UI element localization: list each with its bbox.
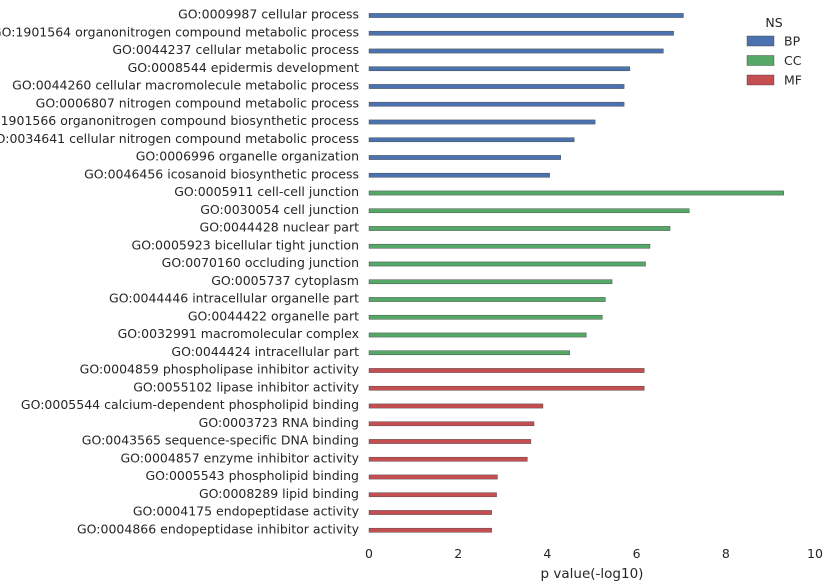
category-label: GO:0006996 organelle organization	[136, 149, 359, 164]
legend-swatch-mf	[746, 74, 775, 86]
bar-bp	[368, 155, 561, 160]
bars-layer	[368, 13, 784, 533]
bar-cc	[368, 314, 603, 320]
category-label: GO:0004866 endopeptidase inhibitor activ…	[77, 521, 360, 536]
category-label: GO:0009987 cellular process	[178, 7, 359, 22]
bar-cc	[368, 297, 606, 302]
bar-bp	[368, 137, 575, 143]
bar-mf	[368, 385, 645, 391]
bar-cc	[368, 226, 671, 231]
category-label: GO:1901564 organonitrogen compound metab…	[0, 24, 359, 39]
category-label: GO:0044428 nuclear part	[200, 220, 360, 235]
category-label: GO:0044260 cellular macromolecule metabo…	[12, 78, 359, 93]
legend-label-bp: BP	[784, 34, 801, 49]
x-tick-label: 4	[543, 546, 551, 561]
category-label: GO:0003723 RNA binding	[199, 415, 359, 430]
bar-mf	[368, 439, 532, 444]
category-label: GO:0044422 organelle part	[188, 308, 359, 323]
legend-label-mf: MF	[784, 73, 802, 88]
category-label: GO:0005737 cytoplasm	[211, 273, 359, 288]
category-label: GO:0004857 enzyme inhibitor activity	[120, 450, 359, 465]
bar-bp	[368, 172, 550, 178]
category-label: GO:0043565 sequence-specific DNA binding	[82, 433, 359, 448]
category-label: GO:0006807 nitrogen compound metabolic p…	[36, 95, 359, 110]
bar-cc	[368, 279, 613, 285]
legend-title: NS	[765, 15, 782, 30]
legend-swatch-cc	[746, 55, 775, 66]
x-tick-label: 2	[454, 546, 462, 561]
bar-bp	[368, 119, 596, 125]
category-label: GO:0046456 icosanoid biosynthetic proces…	[84, 166, 359, 181]
x-tick-label: 6	[633, 546, 641, 561]
category-label: GO:0070160 occluding junction	[162, 255, 359, 270]
category-label: GO:1901566 organonitrogen compound biosy…	[0, 113, 359, 128]
category-label: GO:0044424 intracellular part	[171, 344, 359, 359]
bar-bp	[368, 48, 664, 54]
category-labels: GO:0009987 cellular process GO:1901564 or…	[0, 7, 360, 537]
category-label: GO:0044446 intracellular organelle part	[109, 291, 359, 306]
bar-mf	[368, 421, 535, 427]
x-tick-label: 10	[807, 546, 823, 561]
bar-bp	[368, 101, 625, 107]
category-label: GO:0032991 macromolecular complex	[118, 326, 359, 341]
category-label: GO:0005923 bicellular tight junction	[132, 237, 359, 252]
bar-cc	[368, 243, 651, 249]
category-label: GO:0004175 endopeptidase activity	[133, 504, 360, 519]
category-label: GO:0044237 cellular metabolic process	[112, 42, 359, 57]
x-axis: p value(-log10) 0 2 4 6 8 10	[365, 546, 823, 582]
x-axis-label: p value(-log10)	[541, 566, 644, 582]
legend: NS BP CC MF	[746, 15, 802, 88]
legend-swatch-bp	[746, 35, 775, 47]
bar-bp	[368, 66, 631, 72]
bar-cc	[368, 190, 784, 196]
category-label: GO:0034641 cellular nitrogen compound me…	[0, 131, 359, 146]
legend-label-cc: CC	[784, 53, 802, 68]
bar-cc	[368, 208, 690, 214]
category-label: GO:0004859 phospholipase inhibitor activ…	[80, 362, 360, 377]
bar-mf	[368, 368, 645, 373]
bar-cc	[368, 350, 570, 356]
bar-cc	[368, 332, 587, 338]
x-tick-label: 0	[365, 546, 373, 561]
bar-mf	[368, 527, 492, 533]
bar-mf	[368, 492, 497, 498]
bar-bp	[368, 30, 674, 36]
bar-bp	[368, 13, 684, 18]
bar-mf	[368, 403, 544, 409]
bar-cc	[368, 261, 646, 267]
bar-mf	[368, 510, 492, 515]
category-label: GO:0030054 cell junction	[200, 202, 359, 217]
bar-mf	[368, 474, 498, 480]
category-label: GO:0005911 cell-cell junction	[174, 184, 359, 199]
bar-mf	[368, 456, 528, 462]
category-label: GO:0005544 calcium-dependent phospholipi…	[21, 397, 359, 412]
category-label: GO:0055102 lipase inhibitor activity	[133, 379, 359, 394]
category-label: GO:0008289 lipid binding	[199, 486, 359, 501]
bar-bp	[368, 84, 625, 89]
x-tick-label: 8	[722, 546, 730, 561]
category-label: GO:0008544 epidermis development	[128, 60, 359, 75]
category-label: GO:0005543 phospholipid binding	[145, 468, 359, 483]
